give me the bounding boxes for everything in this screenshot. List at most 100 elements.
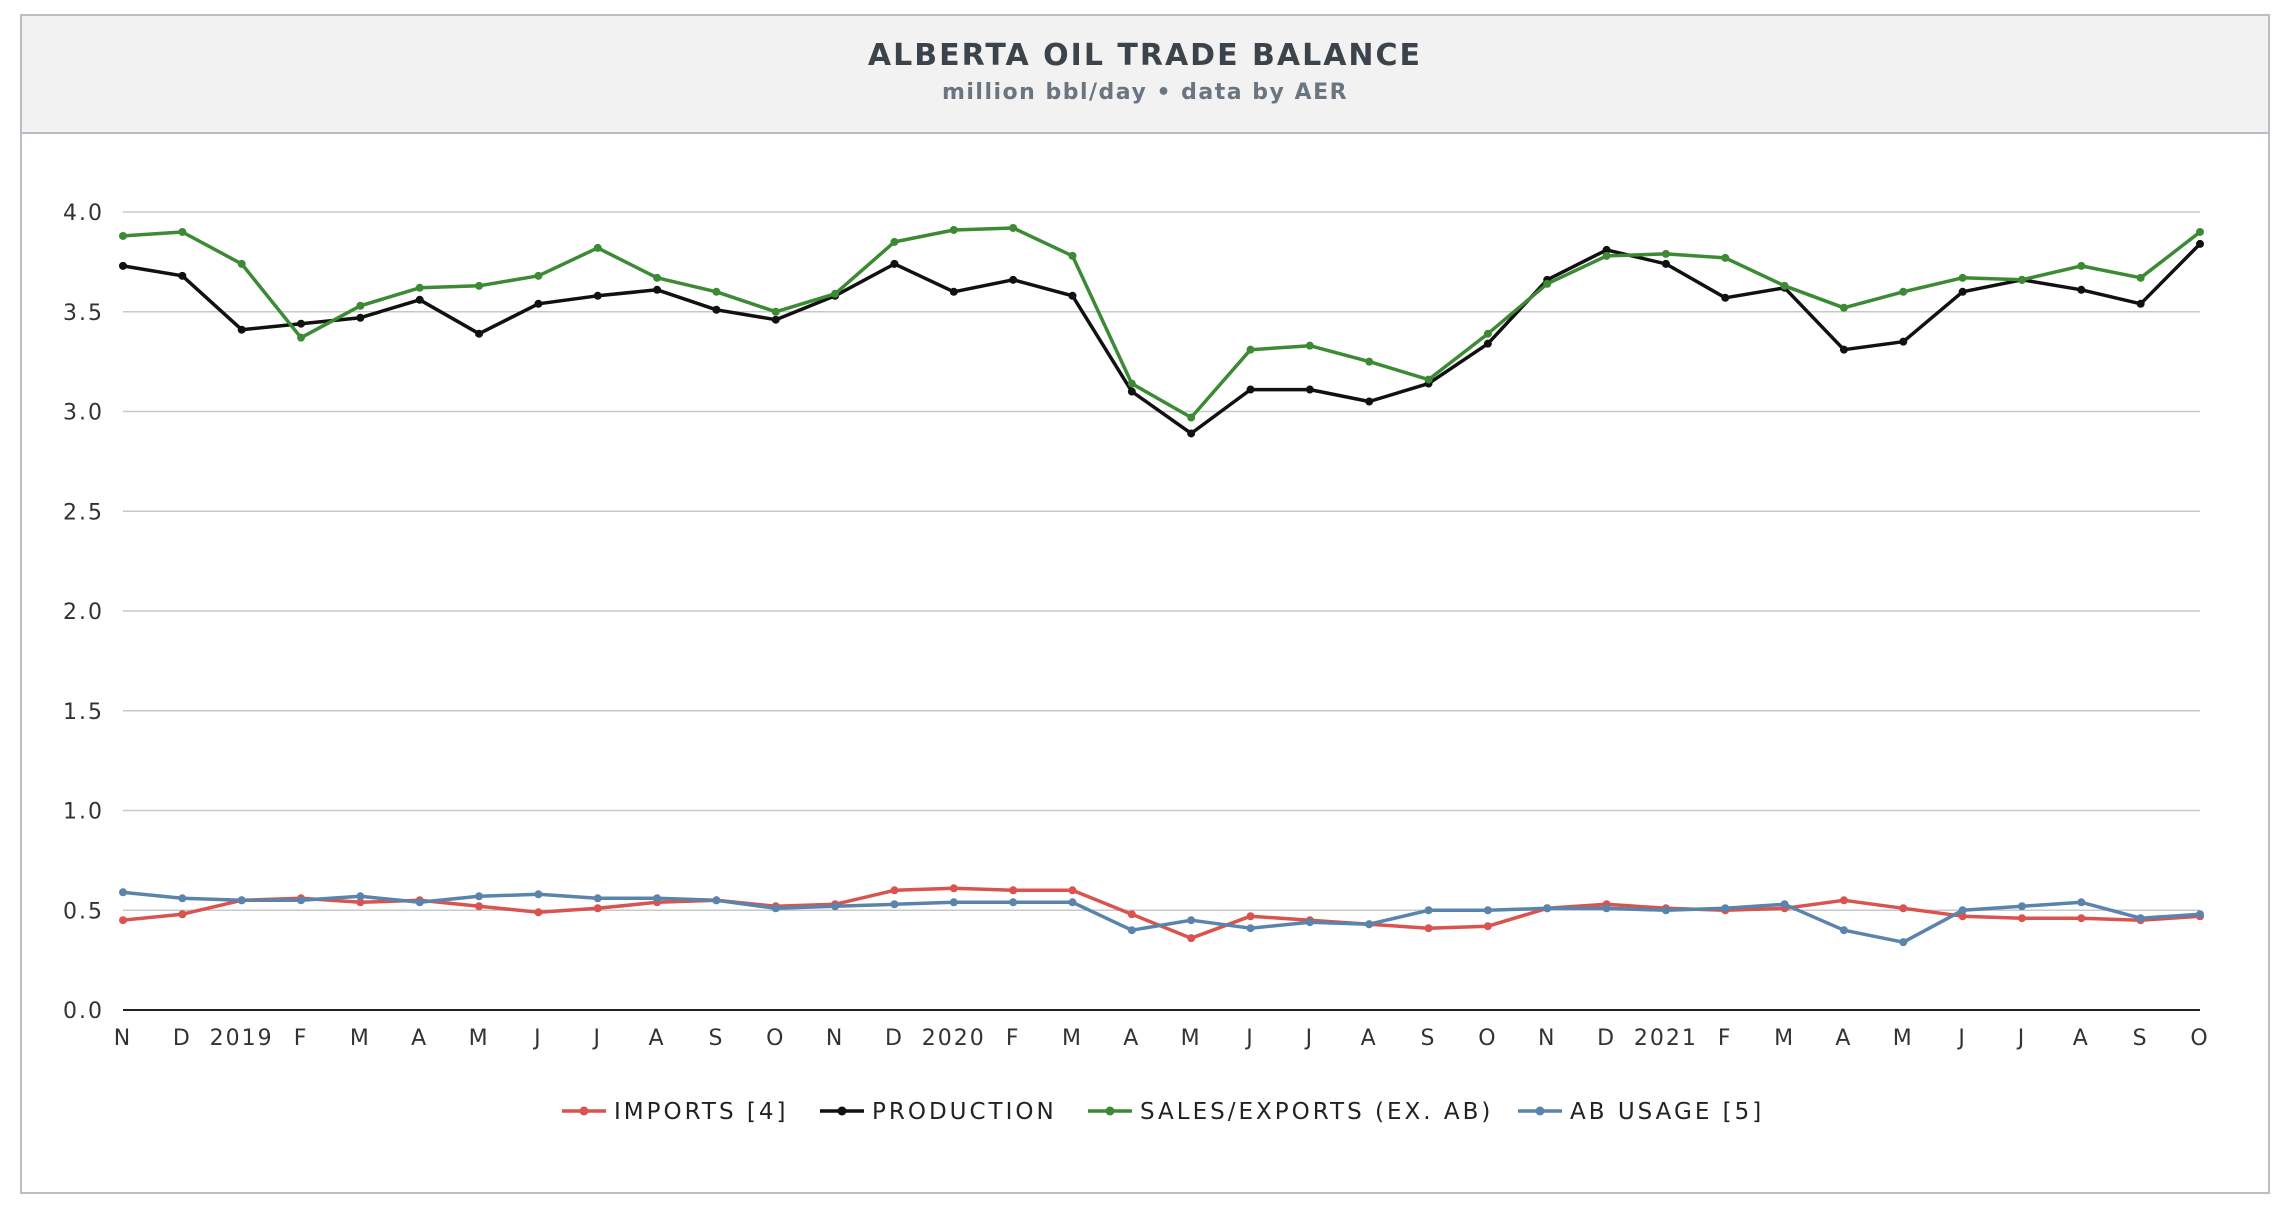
data-point [237,259,246,268]
x-tick-label: F [1006,1026,1021,1051]
data-point [712,896,721,905]
legend-label: SALES/EXPORTS (EX. AB) [1140,1099,1493,1125]
data-point [949,898,958,907]
x-tick-label: D [885,1026,904,1051]
data-point [1899,904,1908,913]
data-point [1246,385,1255,394]
y-tick-label: 2.5 [63,500,104,525]
data-point [178,227,187,236]
data-point [119,231,127,240]
data-point [297,333,306,342]
data-point [1187,916,1196,925]
y-tick-label: 1.5 [63,700,104,725]
legend-marker [1105,1106,1115,1116]
data-point [415,283,424,292]
x-tick-label: J [591,1026,602,1051]
y-tick-label: 3.0 [63,401,104,426]
y-tick-label: 0.0 [63,999,104,1024]
x-tick-label: A [411,1026,428,1051]
data-point [1246,924,1255,933]
chart-title: ALBERTA OIL TRADE BALANCE [867,38,1423,73]
data-point [1721,293,1730,302]
data-point [653,894,662,903]
data-point [1246,345,1255,354]
data-point [356,313,365,322]
legend-marker [579,1106,589,1116]
data-point [1899,938,1908,947]
x-tick-label: O [766,1026,785,1051]
x-tick-label: A [2073,1026,2090,1051]
data-point [1543,279,1552,288]
data-point [1246,912,1255,921]
data-point [1424,924,1433,933]
x-tick-label: A [1361,1026,1378,1051]
data-point [1068,886,1077,895]
x-tick-label: N [826,1026,844,1051]
data-point [1899,287,1908,296]
series-line-0 [122,886,2201,940]
data-point [1068,251,1077,260]
data-point [297,896,306,905]
series-line-3 [122,890,2201,944]
x-tick-label: S [708,1026,724,1051]
data-point [297,319,306,328]
x-tick-label: N [1538,1026,1556,1051]
data-point [712,287,721,296]
legend-label: PRODUCTION [872,1099,1057,1125]
data-point [356,898,365,907]
chart-header: ALBERTA OIL TRADE BALANCE million bbl/da… [22,16,2268,134]
data-point [1068,291,1077,300]
data-point [949,225,958,234]
chart-subtitle: million bbl/day • data by AER [941,80,1349,105]
data-point [1839,896,1848,905]
y-tick-label: 0.5 [63,899,104,924]
data-point [2196,227,2204,236]
data-point [2077,898,2086,907]
x-tick-label: J [1304,1026,1315,1051]
data-point [1839,926,1848,935]
data-point [1365,920,1374,929]
data-point [534,908,543,917]
y-tick-label: 4.0 [63,201,104,226]
data-point [2136,299,2145,308]
data-point [890,259,899,268]
data-point [356,892,365,901]
x-tick-label: F [294,1026,309,1051]
data-point [831,289,840,298]
data-point [653,273,662,282]
data-point [593,904,602,913]
data-point [1958,287,1967,296]
data-point [593,243,602,252]
data-point [1068,898,1077,907]
data-point [475,892,484,901]
x-tick-label: M [1893,1026,1914,1051]
data-point [119,888,127,897]
data-point [1780,900,1789,909]
data-point [1127,387,1136,396]
x-tick-label: S [1421,1026,1437,1051]
data-point [771,315,780,324]
data-point [1483,329,1492,338]
data-point [1009,275,1018,284]
chart-frame: ALBERTA OIL TRADE BALANCE million bbl/da… [20,14,2270,1194]
data-point [1780,281,1789,290]
x-tick-label: M [1774,1026,1795,1051]
legend-label: AB USAGE [5] [1570,1099,1764,1125]
data-point [534,890,543,899]
data-point [1009,886,1018,895]
data-point [1127,910,1136,919]
series-line-1 [122,242,2202,436]
data-point [1009,898,1018,907]
data-point [2196,910,2204,919]
data-point [2136,273,2145,282]
y-tick-label: 2.0 [63,600,104,625]
data-point [1661,249,1670,258]
data-point [475,902,484,911]
x-tick-label: D [1597,1026,1616,1051]
data-point [1305,918,1314,927]
data-point [890,237,899,246]
data-point [415,295,424,304]
x-tick-label: 2019 [210,1026,274,1051]
data-point [1365,357,1374,366]
data-point [178,271,187,280]
